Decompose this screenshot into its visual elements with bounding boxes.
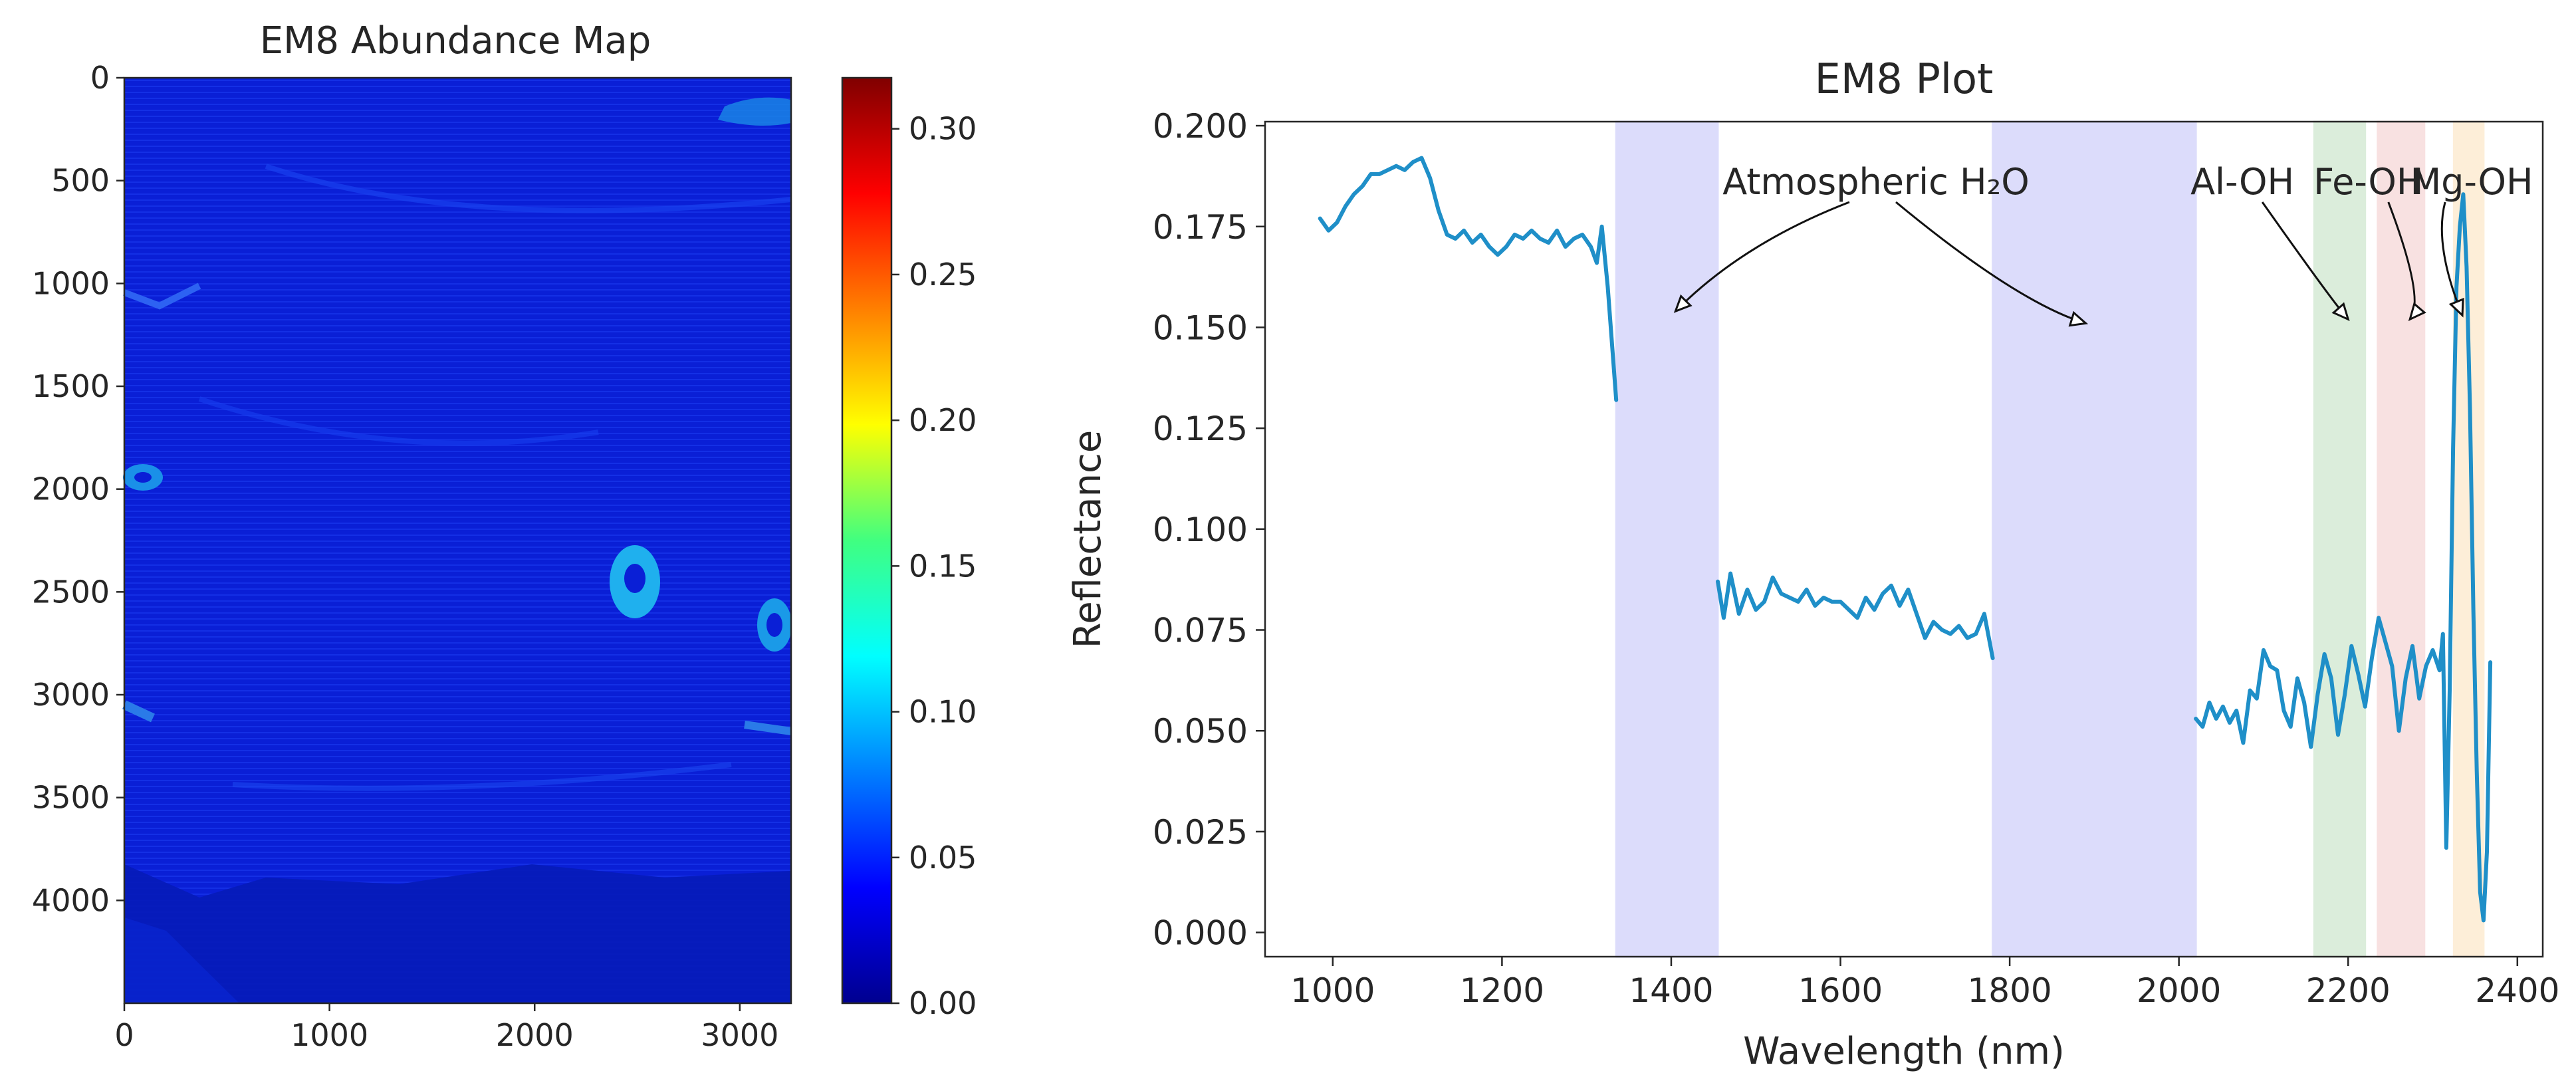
colorbar-tick-label: 0.15 [909,548,977,584]
annotation-arrow [1675,201,1850,312]
wavelength-bands [1615,120,2485,958]
plot-x-tick-label: 2200 [2306,971,2391,1010]
annotation-label: Mg-OH [2410,161,2533,203]
plot-y-tick-label: 0.125 [1153,410,1248,448]
map-x-tick-label: 2000 [496,1017,574,1053]
x-axis-label: Wavelength (nm) [1743,1030,2065,1073]
plot-x-tick-label: 1400 [1629,971,1713,1010]
y-axis-label: Reflectance [1066,430,1110,648]
plot-x-axis: 1000 1200 1400 1600 1800 2000 2200 2400 [1290,957,2559,1010]
series-line-1 [1318,156,1619,402]
abundance-map-title: EM8 Abundance Map [260,19,651,62]
plot-y-axis: 0.000 0.025 0.050 0.075 0.100 0.125 0.150 0.175… [1153,107,1265,953]
abundance-map-panel: EM8 Abundance Map 0 1000 2000 3000 0 500 1000… [32,19,977,1053]
map-y-tick-label: 1000 [32,265,110,301]
plot-x-tick-label: 2000 [2137,971,2221,1010]
colorbar-tick-label: 0.20 [909,402,977,438]
colorbar-tick-label: 0.10 [909,694,977,730]
plot-y-tick-label: 0.175 [1153,208,1248,247]
map-y-tick-label: 1500 [32,368,110,404]
map-y-tick-label: 4000 [32,882,110,918]
band-atmospheric-h2o-2 [1992,120,2197,958]
plot-y-tick-label: 0.150 [1153,308,1248,347]
annotation-label: Al-OH [2190,161,2294,203]
plot-x-tick-label: 1800 [1967,971,2051,1010]
map-y-tick-label: 2000 [32,471,110,507]
colorbar-tick-label: 0.00 [909,985,977,1021]
colorbar-tick-label: 0.25 [909,257,977,293]
band-atmospheric-h2o-1 [1615,120,1719,958]
map-y-tick-label: 3500 [32,780,110,816]
map-x-tick-label: 1000 [291,1017,368,1053]
plot-y-tick-label: 0.000 [1153,914,1248,953]
map-y-tick-label: 500 [51,163,110,199]
abundance-map-y-axis: 0 500 1000 1500 2000 2500 3000 3500 4000 [32,60,124,918]
map-x-tick-label: 0 [114,1017,134,1053]
colorbar-ticks: 0.00 0.05 0.10 0.15 0.20 0.25 0.30 [891,111,977,1021]
abundance-map-x-axis: 0 1000 2000 3000 [114,1003,778,1053]
annotation-arrowhead [2068,310,2089,327]
colorbar: 0.00 0.05 0.10 0.15 0.20 0.25 0.30 [841,76,977,1021]
plot-x-tick-label: 2400 [2475,971,2559,1010]
abundance-map-image [122,78,792,1003]
plot-y-tick-label: 0.075 [1153,612,1248,650]
plot-y-tick-label: 0.050 [1153,712,1248,751]
em8-plot-panel: EM8 Plot Atmospheric H₂O Al-OH Fe-OHMg-OH … [1066,55,2559,1073]
plot-title: EM8 Plot [1815,55,1994,103]
annotation-arrowhead [2331,302,2350,322]
spectrum-series [1318,156,2493,923]
plot-x-tick-label: 1200 [1460,971,1544,1010]
plot-y-tick-label: 0.200 [1153,107,1248,146]
band-al-oh [2313,120,2367,958]
plot-y-tick-label: 0.100 [1153,511,1248,549]
annotation-arrowhead [2448,297,2464,318]
map-y-tick-label: 0 [90,60,110,96]
band-fe-oh [2377,120,2426,958]
map-y-tick-label: 2500 [32,574,110,610]
annotation-label: Fe-OH [2313,161,2423,203]
plot-y-tick-label: 0.025 [1153,813,1248,852]
annotation-arrow [1895,201,2087,324]
annotation-arrowhead [2408,302,2426,322]
map-x-tick-label: 3000 [701,1017,778,1053]
annotation-arrow [2440,201,2464,316]
colorbar-tick-label: 0.05 [909,840,977,876]
plot-x-tick-label: 1000 [1290,971,1375,1010]
annotation-arrowhead [1673,294,1693,313]
colorbar-tick-label: 0.30 [909,111,977,147]
series-line-3 [2194,192,2493,923]
map-y-tick-label: 3000 [32,677,110,713]
annotation-label: Atmospheric H₂O [1722,161,2029,203]
plot-x-tick-label: 1600 [1798,971,1883,1010]
series-line-2 [1716,571,1995,660]
